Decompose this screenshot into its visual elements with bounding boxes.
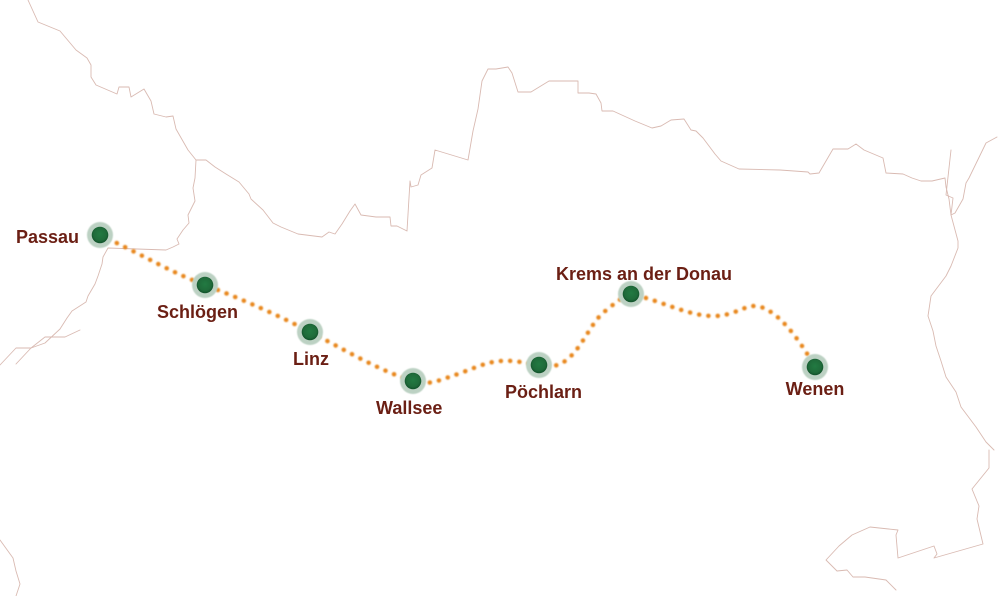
svg-text:Wallsee: Wallsee [376, 398, 442, 418]
svg-text:Passau: Passau [16, 227, 79, 247]
svg-text:Schlögen: Schlögen [157, 302, 238, 322]
svg-text:Krems an der Donau: Krems an der Donau [556, 264, 732, 284]
svg-text:Pöchlarn: Pöchlarn [505, 382, 582, 402]
svg-text:Wenen: Wenen [786, 379, 845, 399]
svg-text:Linz: Linz [293, 349, 329, 369]
